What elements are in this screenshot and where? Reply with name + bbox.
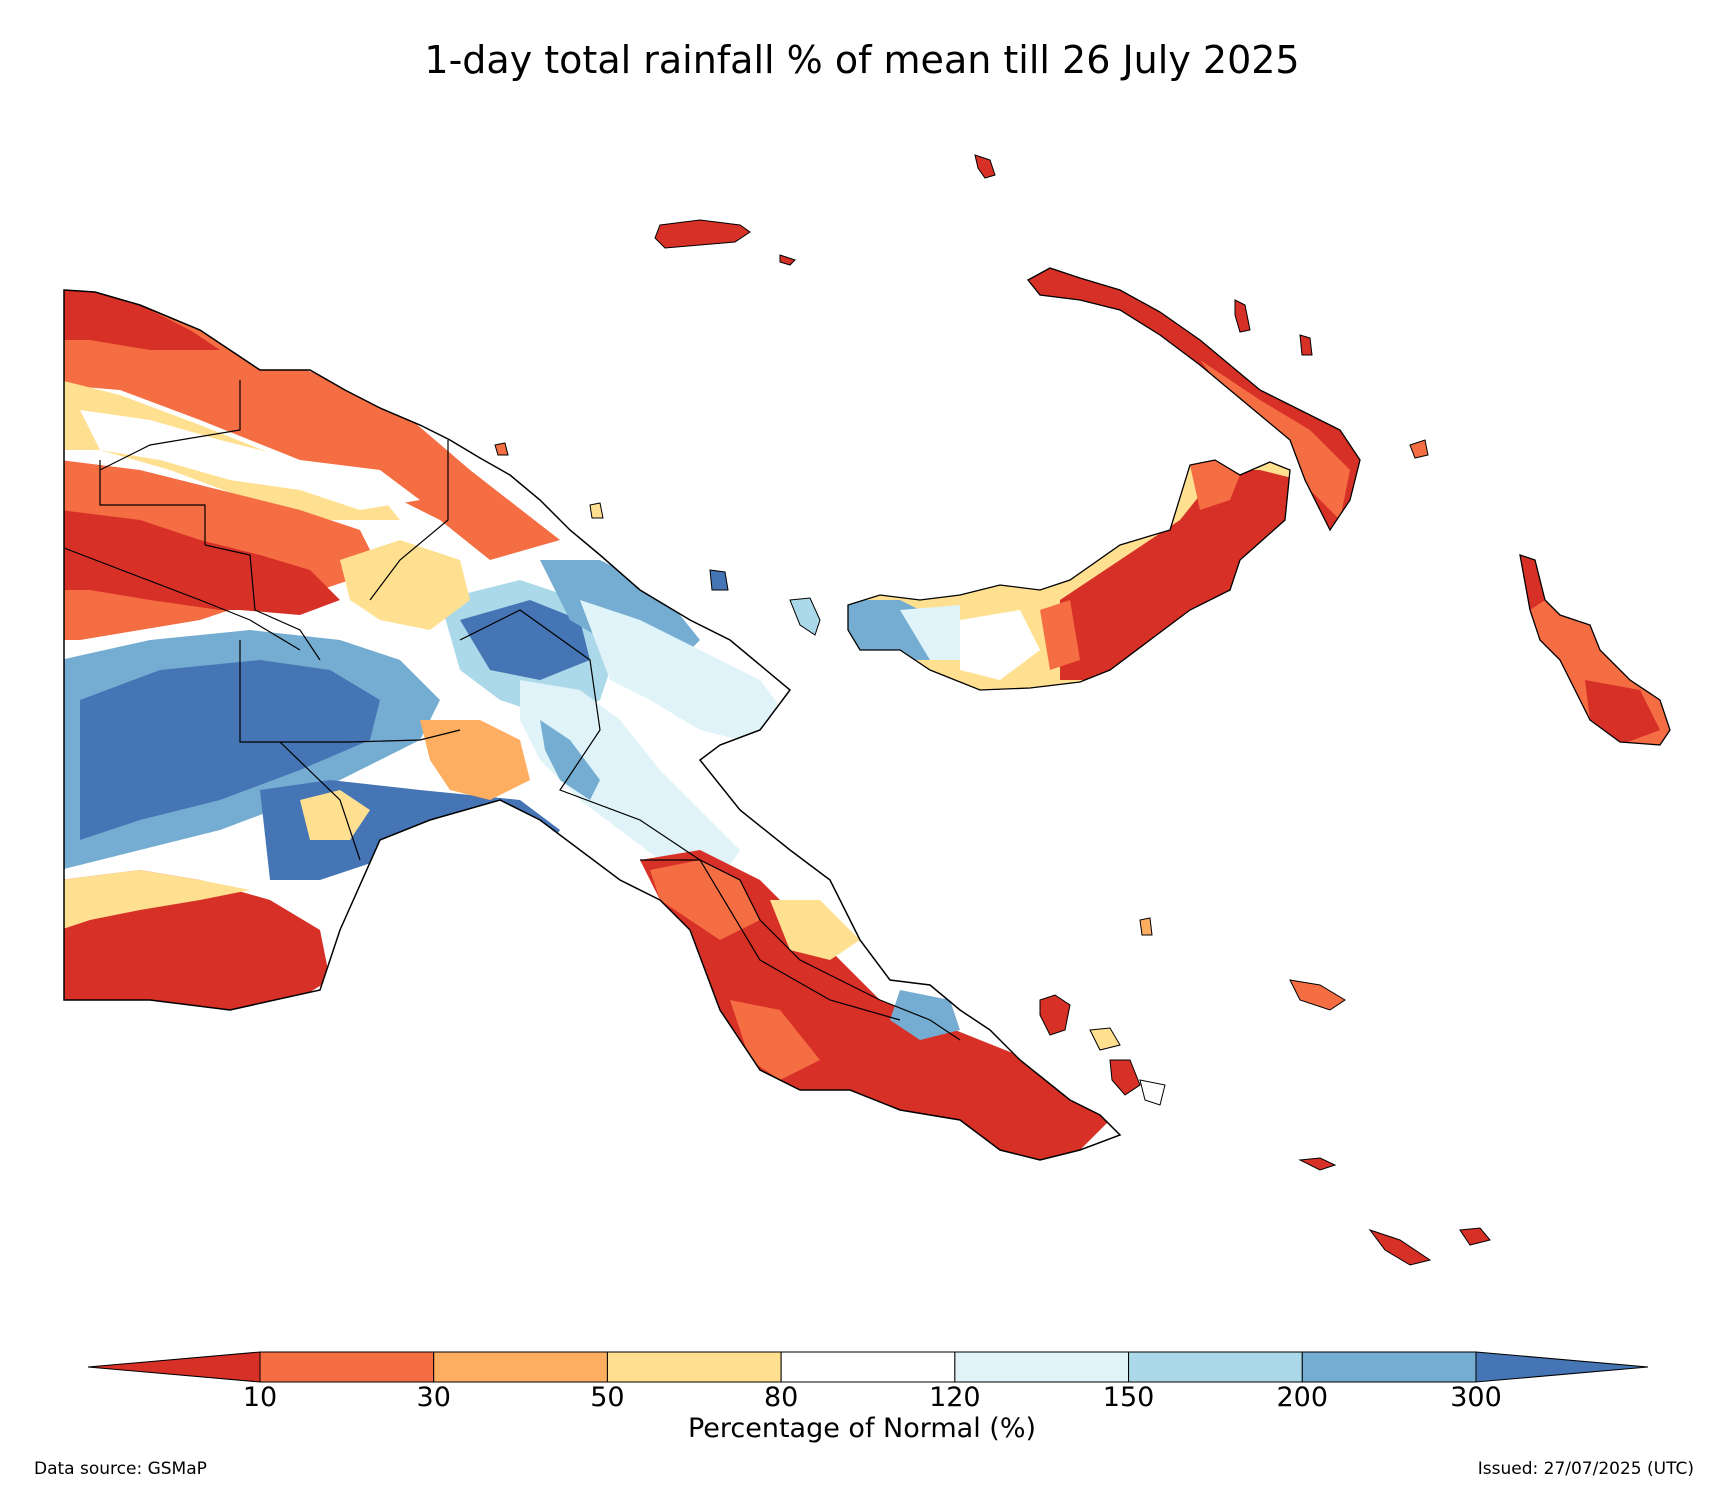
colorbar-tick-50: 50 <box>590 1382 625 1413</box>
colorbar-extend-high <box>1475 1351 1649 1383</box>
data-source: Data source: GSMaP <box>34 1459 207 1479</box>
colorbar-bin-6 <box>1128 1351 1303 1383</box>
manus-island <box>654 219 751 249</box>
new-ireland-coastline <box>1027 267 1361 532</box>
colorbar-bin-7 <box>1301 1351 1477 1383</box>
colorbar-tick-300: 300 <box>1450 1382 1502 1413</box>
map-title: 1-day total rainfall % of mean till 26 J… <box>424 38 1300 82</box>
province-boundaries <box>63 380 961 1041</box>
colorbar-extend-low <box>87 1351 261 1383</box>
colorbar-tick-120: 120 <box>929 1382 981 1413</box>
colorbar-bin-1 <box>259 1351 435 1383</box>
colorbar-bin-5 <box>954 1351 1130 1383</box>
mainland-coastline <box>63 289 1122 1161</box>
small-islands <box>494 154 1491 1266</box>
colorbar-tick-30: 30 <box>416 1382 451 1413</box>
colorbar-label: Percentage of Normal (%) <box>687 1413 1037 1444</box>
colorbar-bin-3 <box>606 1351 782 1383</box>
colorbar-tick-200: 200 <box>1276 1382 1329 1413</box>
new-britain-coastline <box>847 459 1291 691</box>
colorbar-tick-150: 150 <box>1102 1382 1155 1413</box>
issued-date: Issued: 27/07/2025 (UTC) <box>1477 1459 1694 1479</box>
colorbar-bin-2 <box>433 1351 608 1383</box>
colorbar-bin-4 <box>780 1351 956 1383</box>
colorbar-tick-10: 10 <box>242 1382 278 1413</box>
colorbar-tick-80: 80 <box>763 1382 799 1413</box>
bougainville-coastline <box>1519 554 1671 746</box>
